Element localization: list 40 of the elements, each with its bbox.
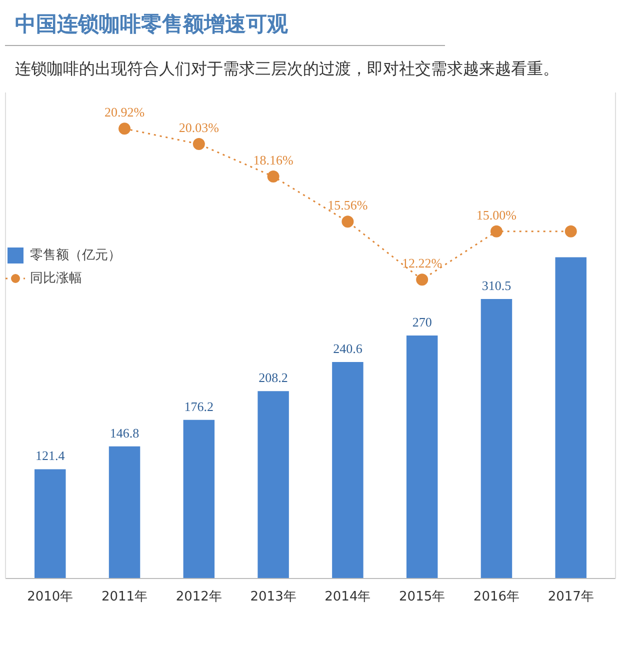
data-label: 208.2 — [258, 370, 288, 385]
point — [416, 273, 428, 286]
data-label: 310.5 — [482, 278, 512, 293]
chart-subtitle: 连锁咖啡的出现符合人们对于需求三层次的过渡，即对社交需求越来越看重。 — [15, 58, 559, 80]
data-label: 12.22% — [402, 255, 442, 270]
bar — [555, 256, 586, 578]
point — [118, 122, 131, 134]
data-label: 15.56% — [328, 197, 368, 212]
legend-label: 零售额（亿元） — [30, 246, 121, 264]
bar — [34, 468, 66, 578]
data-label: 146.8 — [110, 424, 140, 440]
chart-title: 中国连锁咖啡零售额增速可观 — [15, 11, 288, 38]
x-tick-label: 2010年 — [27, 589, 74, 604]
data-label: 270 — [412, 314, 432, 330]
x-tick-label: 2013年 — [250, 589, 296, 604]
legend-label: 同比涨幅 — [30, 270, 82, 287]
x-tick-label: 2012年 — [176, 589, 222, 604]
x-tick-label: 2016年 — [473, 589, 520, 604]
data-label: 20.92% — [104, 104, 145, 120]
bar — [108, 446, 140, 578]
point — [342, 215, 354, 228]
point — [564, 224, 577, 237]
point — [267, 170, 280, 182]
x-tick-label: 2011年 — [101, 589, 148, 604]
bar — [332, 362, 364, 578]
point — [192, 138, 205, 150]
x-tick-label: 2017年 — [548, 589, 594, 604]
x-tick-label: 2014年 — [324, 589, 371, 604]
bar — [258, 390, 289, 578]
x-tick-label: 2015年 — [399, 589, 446, 604]
data-label: 176.2 — [184, 398, 214, 414]
point — [490, 224, 502, 237]
data-label: 18.16% — [253, 152, 294, 168]
bar — [406, 335, 438, 578]
bar — [480, 298, 512, 578]
data-label: 240.6 — [333, 340, 363, 356]
bar — [183, 420, 215, 578]
data-label: 15.00% — [476, 206, 517, 222]
data-label: 20.03% — [178, 120, 220, 135]
data-label: 121.4 — [36, 448, 66, 463]
